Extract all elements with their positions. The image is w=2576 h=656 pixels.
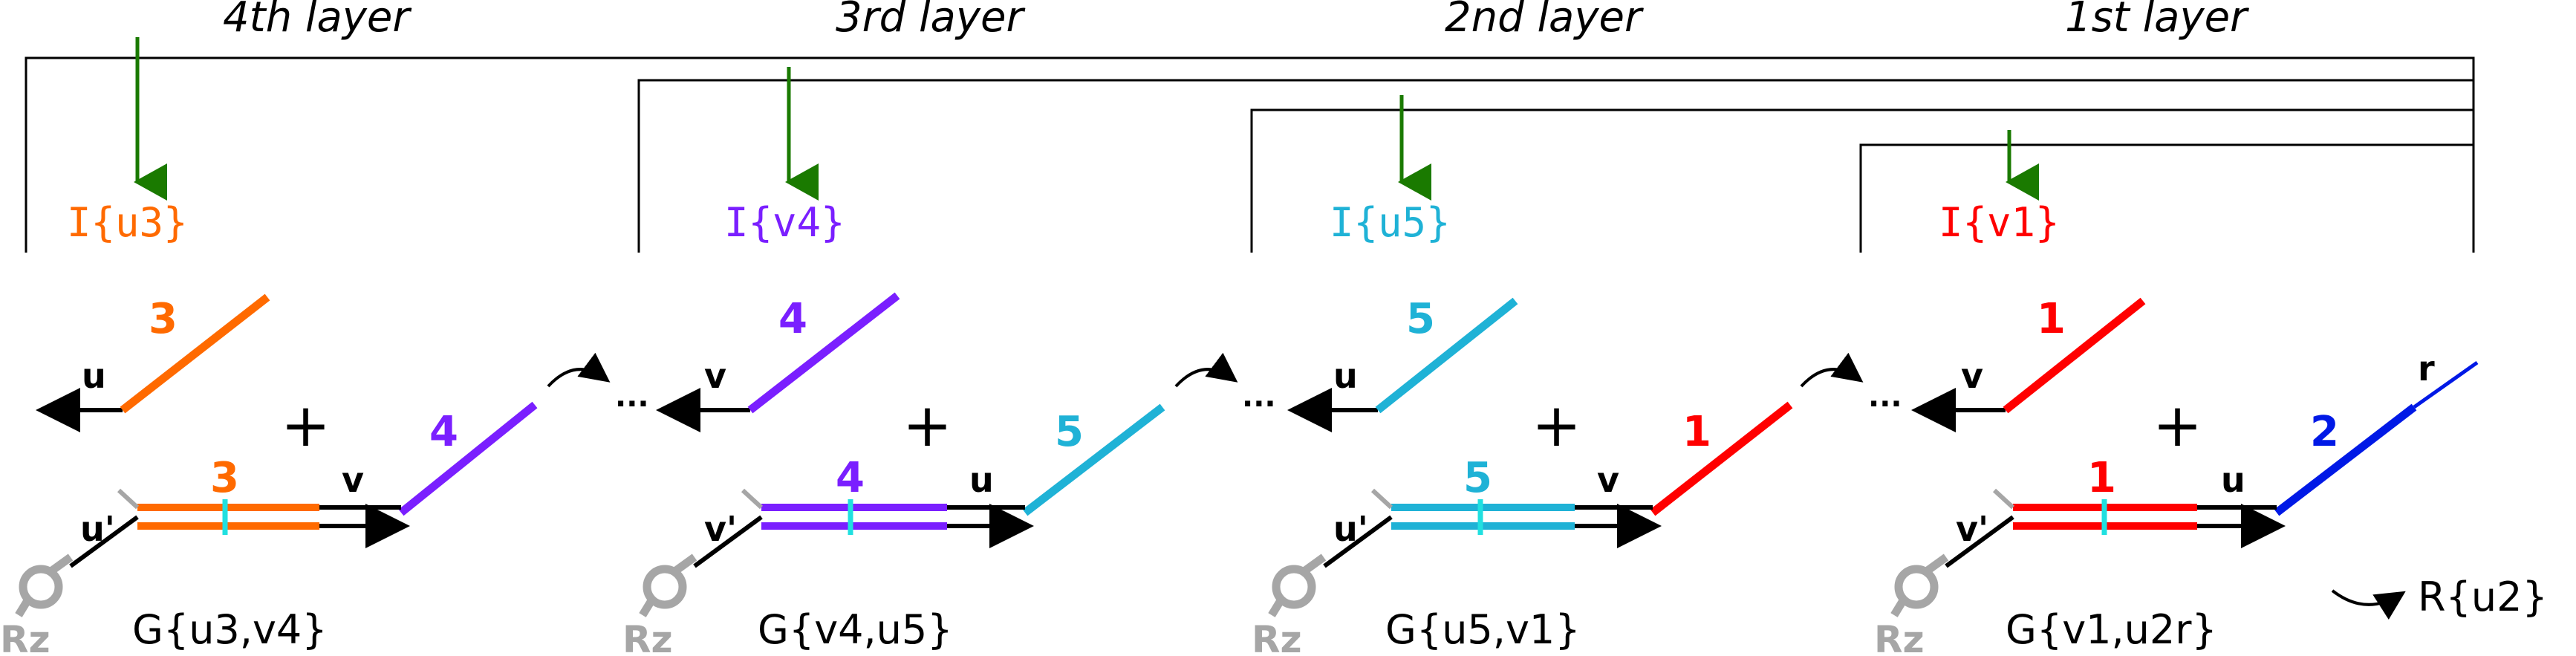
domain-u-top-1: u	[82, 356, 106, 396]
next-num-2: 2	[2310, 408, 2339, 456]
feedback-brackets	[25, 56, 2475, 253]
output-label: R{u2}	[2418, 574, 2548, 620]
rz-label-4: Rz	[1874, 618, 1925, 656]
domain-vprime-4: v'	[1956, 509, 1988, 549]
domain-uprime-1: u'	[80, 509, 115, 549]
domain-vprime-2: v'	[704, 509, 737, 549]
panel-layer-4: u 3 + 4 3 v u' Rz G{u3,v4}	[0, 293, 538, 656]
toehold-r: r	[2418, 348, 2435, 389]
domain-u-gate-2: u	[969, 460, 994, 500]
input-arrows	[134, 37, 2039, 201]
plus-sign-4: +	[2153, 391, 2202, 460]
layer-title-2: 2nd layer	[1445, 0, 1644, 42]
domain-u-top-3: u	[1333, 356, 1358, 396]
input-label-v4: I{v4}	[724, 199, 845, 246]
ribozyme-icon	[639, 553, 697, 617]
input-label-v1: I{v1}	[1939, 199, 2060, 246]
domain-v-top-2: v	[704, 356, 726, 396]
ribozyme-icon	[1890, 553, 1949, 617]
input-num-3: 3	[149, 295, 178, 343]
plus-sign-2: +	[902, 391, 952, 460]
plus-sign-1: +	[281, 391, 331, 460]
ellipsis-2: ···	[1242, 387, 1276, 421]
next-num-1: 1	[1682, 408, 1711, 456]
ribozyme-icon	[1268, 553, 1327, 617]
ellipsis-3: ···	[1868, 387, 1902, 421]
output-arrow	[2331, 589, 2406, 620]
next-num-4: 4	[429, 408, 458, 456]
ellipsis-1: ···	[615, 387, 649, 421]
gate-label-3: G{u5,v1}	[1385, 606, 1581, 653]
plus-sign-3: +	[1532, 391, 1581, 460]
gate-label-1: G{u3,v4}	[132, 606, 328, 653]
panel-layer-3: ··· v 4 + 5 4 u v' Rz G{v4,u5}	[547, 292, 1165, 656]
gate-num-5: 5	[1463, 454, 1492, 502]
input-num-1: 1	[2037, 295, 2066, 343]
gate-num-1: 1	[2087, 454, 2116, 502]
domain-u-gate-4: u	[2221, 460, 2245, 500]
rz-label-2: Rz	[622, 618, 673, 656]
input-label-u5: I{u5}	[1330, 199, 1451, 246]
ribozyme-icon	[15, 553, 74, 617]
layer-title-4: 4th layer	[223, 0, 412, 42]
rz-label-1: Rz	[0, 618, 51, 656]
domain-v-top-4: v	[1961, 356, 1983, 396]
gate-label-2: G{v4,u5}	[758, 606, 953, 653]
gate-num-3: 3	[210, 454, 239, 502]
layer-title-1: 1st layer	[2065, 0, 2249, 42]
domain-uprime-3: u'	[1333, 509, 1368, 549]
domain-v-gate-3: v	[1597, 460, 1619, 500]
gate-label-4: G{v1,u2r}	[2006, 606, 2217, 653]
gate-num-4: 4	[836, 454, 865, 502]
next-num-5: 5	[1055, 408, 1084, 456]
layer-title-3: 3rd layer	[836, 0, 1025, 42]
panel-layer-2: ··· u 5 + 1 5 v u' Rz G{u5,v1}	[1174, 295, 1793, 656]
panel-layer-1: ··· v 1 + 2 r 1 u v' Rz G{v1,u2r} R{u2}	[1800, 295, 2548, 656]
input-label-u3: I{u3}	[67, 199, 188, 246]
rz-label-3: Rz	[1252, 618, 1302, 656]
input-num-4: 4	[778, 295, 807, 343]
input-num-5: 5	[1406, 295, 1435, 343]
domain-v-gate-1: v	[342, 460, 364, 500]
